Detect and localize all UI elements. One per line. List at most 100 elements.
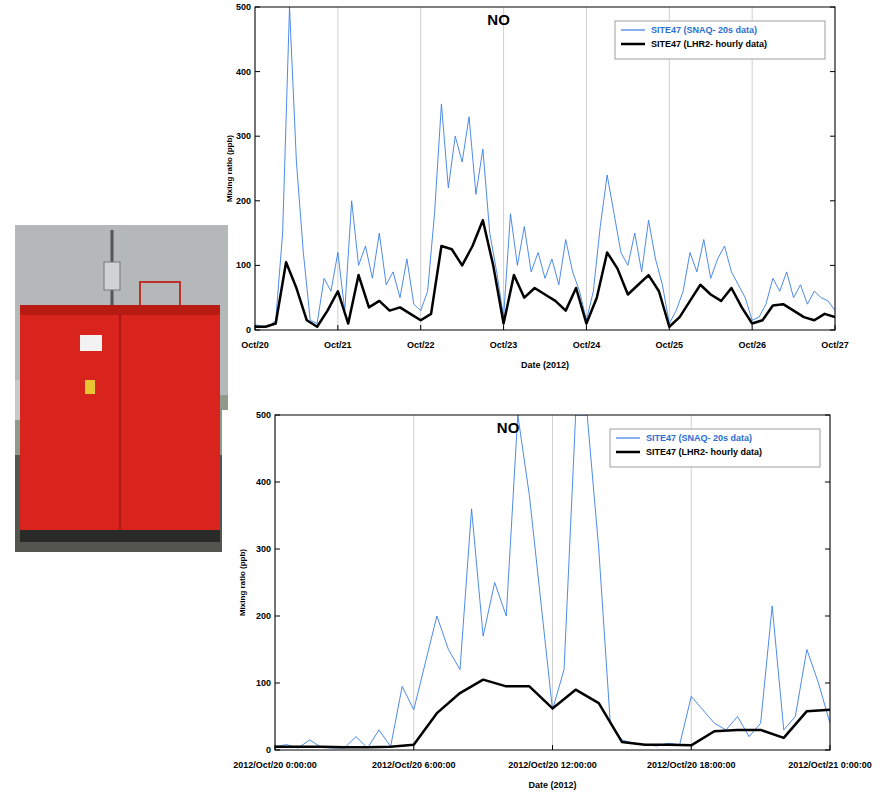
x-tick	[752, 325, 753, 330]
x-tick	[413, 745, 414, 750]
chart: 0100200300400500Oct/20Oct/21Oct/22Oct/23…	[225, 0, 887, 376]
photo-sensor	[104, 262, 120, 290]
photo-sky	[15, 225, 228, 552]
series-line	[255, 220, 835, 327]
grid-line	[420, 7, 421, 330]
y-tick-label: 0	[266, 745, 271, 755]
y-tick-label: 0	[246, 325, 251, 335]
legend-label: SITE47 (LHR2- hourly data)	[651, 39, 767, 49]
y-tick-label: 200	[256, 611, 271, 621]
y-tick	[275, 750, 280, 751]
legend-swatch	[621, 43, 645, 46]
y-tick	[275, 683, 280, 684]
x-tick-label: 2012/Oct/20 12:00:00	[508, 760, 597, 770]
x-tick-label: Oct/21	[324, 340, 352, 350]
plot-data	[255, 7, 835, 327]
y-tick	[830, 265, 835, 266]
y-tick-label: 200	[236, 196, 251, 206]
series-line	[275, 680, 830, 748]
y-tick-label: 300	[256, 544, 271, 554]
y-tick	[275, 415, 280, 416]
photo-cabin-door	[119, 315, 121, 530]
y-tick	[275, 482, 280, 483]
y-tick-label: 500	[236, 2, 251, 12]
x-tick	[691, 745, 692, 750]
y-tick-label: 500	[256, 410, 271, 420]
x-tick-label: 2012/Oct/20 0:00:00	[233, 760, 317, 770]
x-tick	[835, 325, 836, 330]
y-tick-label: 300	[236, 131, 251, 141]
x-axis-title: Date (2012)	[521, 360, 569, 370]
series-line	[275, 415, 830, 748]
plot-frame	[255, 7, 835, 330]
series-line	[255, 7, 835, 327]
x-tick-label: 2012/Oct/21 0:00:00	[788, 760, 872, 770]
y-tick	[830, 330, 835, 331]
legend-box	[610, 429, 820, 467]
y-tick	[825, 415, 830, 416]
y-tick-label: 400	[256, 477, 271, 487]
photo-sign	[80, 335, 102, 351]
chart: 0 100 200 300 400 500 2012/Oct/20 0:00:00 2012/…	[222, 410, 887, 806]
y-tick	[825, 616, 830, 617]
grid-line	[337, 7, 338, 330]
legend-label: SITE47 (SNAQ- 20s data)	[651, 25, 757, 35]
chart-title: NO	[487, 11, 510, 28]
x-tick	[830, 745, 831, 750]
x-axis-title: Date (2012)	[528, 780, 576, 790]
y-tick	[275, 549, 280, 550]
grid-line	[586, 7, 587, 330]
photo-sign	[85, 380, 95, 394]
y-tick	[275, 616, 280, 617]
y-tick-label: 100	[236, 260, 251, 270]
y-axis-title: Mixing ratio (ppb)	[238, 549, 247, 616]
x-tick-label: 2012/Oct/20 6:00:00	[372, 760, 456, 770]
grid-line	[503, 7, 504, 330]
legend-label: SITE47 (SNAQ- 20s data)	[646, 433, 752, 443]
y-tick	[830, 136, 835, 137]
x-tick-label: Oct/20	[241, 340, 269, 350]
y-tick	[830, 7, 835, 8]
x-tick-label: Oct/26	[738, 340, 766, 350]
legend-label: SITE47 (LHR2- hourly data)	[646, 447, 762, 457]
x-tick	[503, 325, 504, 330]
x-tick	[420, 325, 421, 330]
legend: SITE47 (SNAQ- 20s data) SITE47 (LHR2- hou…	[610, 429, 820, 467]
grid-line	[552, 415, 553, 750]
photo	[15, 225, 228, 552]
photo-cabin-roof	[20, 305, 220, 315]
chart-title: NO	[497, 419, 520, 436]
x-tick	[552, 745, 553, 750]
legend: SITE47 (SNAQ- 20s data) SITE47 (LHR2- hou…	[615, 21, 825, 59]
photo-cabin	[20, 305, 220, 530]
x-tick-label: Oct/23	[490, 340, 518, 350]
page: 0 100 200 300 400 500 Oct/20 Oct/21 Oct/22 Oct/23…	[0, 0, 887, 806]
y-tick	[255, 136, 260, 137]
grid-line	[413, 415, 414, 750]
panel-background	[222, 410, 887, 806]
legend-swatch	[621, 29, 645, 30]
x-tick	[275, 745, 276, 750]
x-tick-label: Oct/27	[821, 340, 849, 350]
y-tick	[255, 265, 260, 266]
y-tick	[825, 549, 830, 550]
y-axis-title: Mixing ratio (ppb)	[225, 135, 234, 202]
y-tick	[825, 750, 830, 751]
legend-swatch	[616, 451, 640, 454]
y-tick	[830, 200, 835, 201]
y-tick	[255, 7, 260, 8]
x-tick	[586, 325, 587, 330]
y-tick	[255, 200, 260, 201]
x-tick	[255, 325, 256, 330]
x-tick-label: 2012/Oct/20 18:00:00	[647, 760, 736, 770]
plot-data	[275, 415, 830, 748]
x-tick-label: Oct/24	[573, 340, 601, 350]
legend-swatch	[616, 437, 640, 438]
x-tick	[669, 325, 670, 330]
y-tick	[825, 482, 830, 483]
y-tick	[255, 330, 260, 331]
x-tick-label: Oct/25	[656, 340, 684, 350]
y-tick-label: 100	[256, 678, 271, 688]
x-tick-label: Oct/22	[407, 340, 435, 350]
y-tick	[825, 683, 830, 684]
